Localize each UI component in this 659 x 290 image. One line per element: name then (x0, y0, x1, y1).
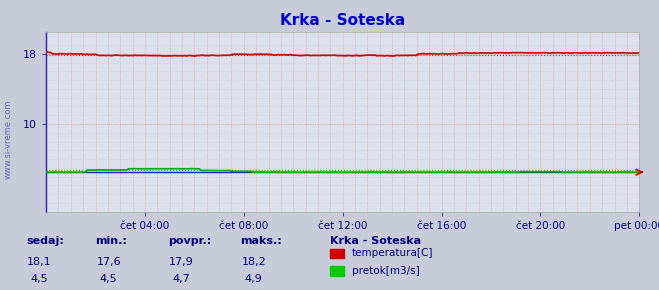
Text: povpr.:: povpr.: (168, 236, 212, 246)
Text: 4,9: 4,9 (245, 274, 262, 284)
Text: maks.:: maks.: (241, 236, 282, 246)
Text: 17,9: 17,9 (169, 257, 194, 267)
Text: sedaj:: sedaj: (26, 236, 64, 246)
Text: www.si-vreme.com: www.si-vreme.com (4, 99, 13, 179)
Text: min.:: min.: (96, 236, 127, 246)
Text: temperatura[C]: temperatura[C] (352, 249, 434, 258)
Text: 18,1: 18,1 (27, 257, 52, 267)
Text: 4,5: 4,5 (100, 274, 117, 284)
Text: 18,2: 18,2 (241, 257, 266, 267)
Text: 4,7: 4,7 (173, 274, 190, 284)
Title: Krka - Soteska: Krka - Soteska (280, 13, 405, 28)
Text: 4,5: 4,5 (31, 274, 48, 284)
Text: 17,6: 17,6 (96, 257, 121, 267)
Text: Krka - Soteska: Krka - Soteska (330, 236, 420, 246)
Text: pretok[m3/s]: pretok[m3/s] (352, 266, 420, 276)
